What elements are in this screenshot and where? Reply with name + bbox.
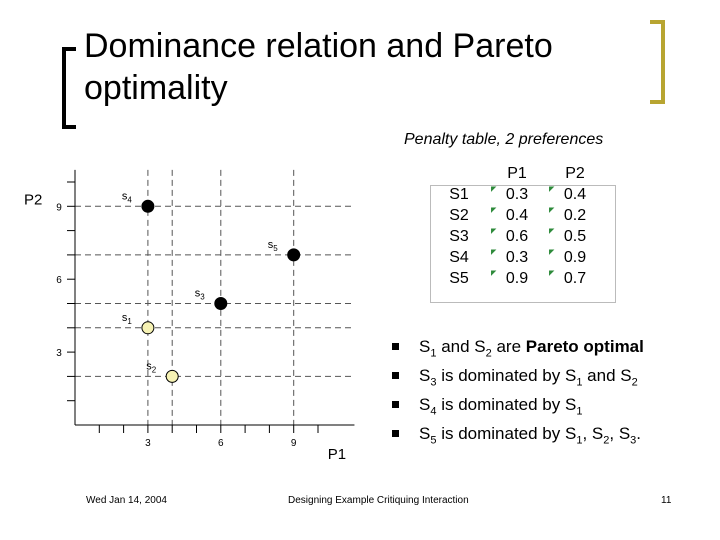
cell-marker-icon: ◤ — [549, 186, 555, 193]
footer-date: Wed Jan 14, 2004 — [86, 495, 167, 506]
cell-marker-icon: ◤ — [549, 207, 555, 214]
table-cell: ◤ 0.9 — [549, 248, 587, 266]
table-row: S2 ◤ 0.4 ◤ 0.2 — [430, 205, 604, 226]
cell-marker-icon: ◤ — [491, 228, 497, 235]
cell-marker-icon: ◤ — [491, 270, 497, 277]
bullet-text: S4 is dominated by S1 — [419, 395, 583, 418]
x-tick-label: 6 — [218, 438, 224, 449]
y-tick-label: 3 — [56, 348, 62, 359]
table-cell: ◤ 0.4 — [549, 185, 587, 203]
cell-marker-icon: ◤ — [549, 249, 555, 256]
y-tick-label: 9 — [56, 202, 62, 213]
x-axis-label: P1 — [328, 446, 346, 463]
table-cell: ◤ 0.3 — [491, 248, 529, 266]
bullet-text: S3 is dominated by S1 and S2 — [419, 366, 638, 389]
table-cell: ◤ 0.9 — [491, 269, 529, 287]
point-label-s3: s3 — [195, 288, 206, 302]
table-header-p2: P2 — [565, 164, 585, 182]
table-row: S1 ◤ 0.3 ◤ 0.4 — [430, 184, 604, 205]
table-cell: S1 — [449, 185, 469, 203]
cell-marker-icon: ◤ — [491, 207, 497, 214]
table-border — [430, 185, 616, 303]
table-cell: ◤ 0.7 — [549, 269, 587, 287]
cell-marker-icon: ◤ — [549, 270, 555, 277]
table-cell: ◤ 0.4 — [491, 206, 529, 224]
cell-marker-icon: ◤ — [549, 228, 555, 235]
table-cell: S3 — [449, 227, 469, 245]
penalty-table: P1 P2 S1 ◤ 0.3 ◤ 0.4 S2 ◤ 0.4 ◤ 0.2 S3 ◤ 0.6 ◤ 0.5 S4 ◤ 0.3… — [430, 163, 604, 289]
point-s4 — [141, 199, 155, 213]
point-s1 — [141, 321, 155, 335]
table-row: S5 ◤ 0.9 ◤ 0.7 — [430, 268, 604, 289]
plot-ticks: 3 6 9 3 6 9 P2 P1 — [24, 191, 346, 463]
point-s5 — [287, 248, 301, 262]
table-cell: ◤ 0.2 — [549, 206, 587, 224]
table-cell: ◤ 0.3 — [491, 185, 529, 203]
point-label-s2: s2 — [146, 360, 157, 374]
bullet-text: S5 is dominated by S1, S2, S3. — [419, 424, 642, 447]
point-s3 — [214, 297, 228, 310]
bullet-square-icon — [392, 343, 399, 350]
plot-axes — [67, 169, 355, 433]
dominance-plot: 3 6 9 3 6 9 P2 P1 s1 s2 s3 s4 s5 — [24, 169, 355, 463]
point-label-s1: s1 — [122, 312, 132, 326]
table-cell: ◤ 0.5 — [549, 227, 587, 245]
table-caption: Penalty table, 2 preferences — [404, 131, 604, 148]
bullet-square-icon — [392, 372, 399, 379]
table-cell: S4 — [449, 248, 469, 266]
table-header-p1: P1 — [507, 164, 527, 182]
cell-marker-icon: ◤ — [491, 249, 497, 256]
point-s2 — [165, 369, 179, 383]
point-label-s5: s5 — [268, 239, 279, 253]
table-row: S3 ◤ 0.6 ◤ 0.5 — [430, 226, 604, 247]
page-number: 11 — [661, 495, 672, 506]
plot-points: s1 s2 s3 s4 s5 — [122, 190, 301, 383]
point-label-s4: s4 — [122, 190, 132, 204]
plot-grid — [75, 169, 355, 425]
bullet-square-icon — [392, 430, 399, 437]
table-cell: ◤ 0.6 — [491, 227, 529, 245]
table-cell: S5 — [449, 269, 469, 287]
title-bracket-left — [62, 47, 76, 129]
footer-title: Designing Example Critiquing Interaction — [288, 495, 469, 506]
bullet-text: S1 and S2 are Pareto optimal — [419, 337, 644, 360]
slide-title: Dominance relation and Pareto optimality — [84, 27, 553, 107]
bullet-square-icon — [392, 401, 399, 408]
x-tick-label: 9 — [291, 438, 297, 449]
table-header-blank — [430, 163, 488, 184]
table-row: S4 ◤ 0.3 ◤ 0.9 — [430, 247, 604, 268]
x-tick-label: 3 — [145, 438, 151, 449]
title-bracket-right — [650, 20, 665, 104]
y-tick-label: 6 — [56, 275, 62, 286]
y-axis-label: P2 — [24, 191, 42, 208]
cell-marker-icon: ◤ — [491, 186, 497, 193]
table-cell: S2 — [449, 206, 469, 224]
